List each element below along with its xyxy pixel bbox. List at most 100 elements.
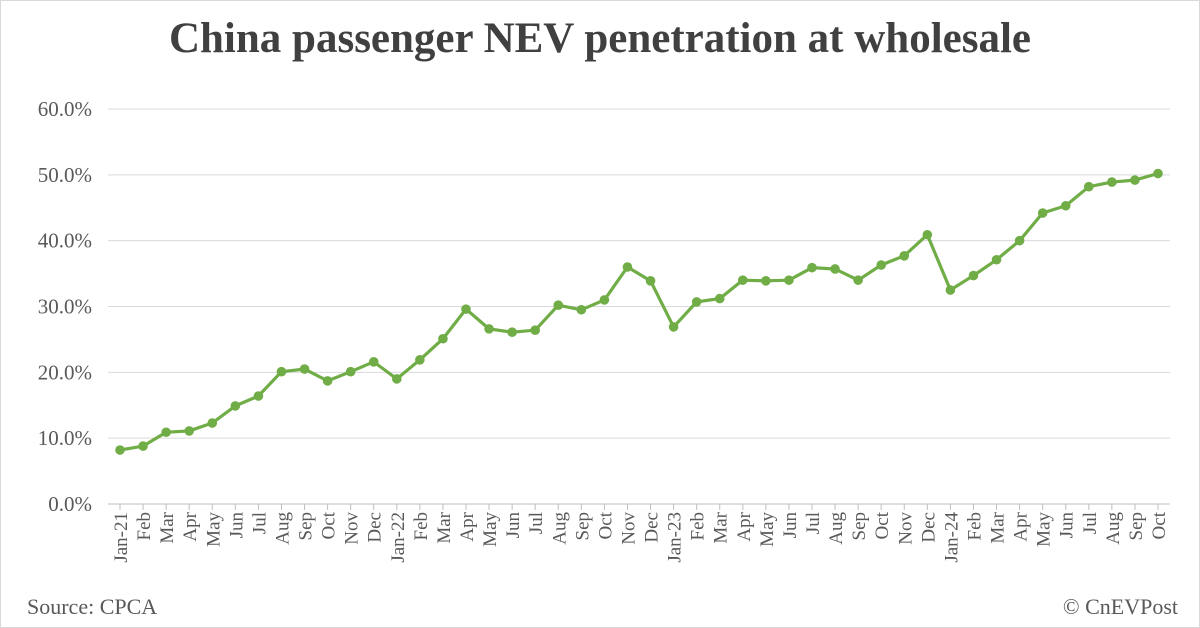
y-tick-label: 30.0% [38, 295, 92, 319]
data-point [853, 275, 863, 285]
x-tick-label: Mar [157, 511, 178, 543]
data-point [1060, 200, 1071, 211]
x-tick-label: Dec [642, 512, 663, 543]
data-point [1153, 168, 1163, 179]
y-tick-label: 20.0% [38, 360, 92, 384]
x-tick-label: Dec [918, 512, 939, 543]
data-point [714, 293, 725, 304]
data-point [392, 374, 402, 384]
source-note: Source: CPCA [27, 594, 158, 619]
data-point [230, 401, 241, 411]
y-tick-label: 10.0% [38, 426, 92, 450]
data-point [207, 418, 218, 428]
data-point [253, 391, 264, 401]
data-point [1107, 177, 1117, 187]
x-tick-label: Sep [1126, 512, 1147, 541]
x-tick-label: May [480, 512, 501, 547]
x-tick-label: Mar [434, 511, 455, 543]
x-tick-label: Mar [988, 511, 1009, 543]
data-point [530, 325, 540, 336]
data-point [138, 441, 148, 451]
x-tick-label: Jan-23 [665, 512, 686, 563]
data-point [1037, 208, 1048, 218]
series-line [119, 171, 1159, 452]
data-point [461, 304, 471, 314]
x-tick-label: Jun [226, 512, 247, 539]
x-tick-label: May [203, 512, 224, 547]
data-point [368, 357, 379, 367]
data-point [415, 355, 425, 365]
data-point [576, 304, 587, 315]
x-tick-label: Aug [549, 512, 570, 545]
x-tick-label: Mar [711, 511, 732, 543]
data-point [761, 276, 771, 286]
x-tick-label: Feb [411, 512, 432, 541]
x-tick-label: Apr [1011, 511, 1032, 541]
x-tick-label: Aug [272, 512, 293, 545]
data-point [438, 333, 448, 344]
x-tick-label: Apr [180, 511, 201, 541]
data-point [276, 366, 287, 377]
x-tick-label: Aug [826, 512, 847, 545]
data-point [968, 270, 979, 281]
x-tick-label: Dec [365, 512, 386, 543]
x-tick-label: Apr [457, 511, 478, 541]
data-point [622, 262, 633, 272]
data-point [115, 445, 125, 455]
data-point [161, 427, 171, 438]
data-point [345, 366, 356, 377]
x-tick-label: Feb [688, 512, 709, 541]
x-tick-label: Jun [503, 512, 524, 539]
data-point [645, 276, 656, 286]
x-tick-label: Jun [1057, 512, 1078, 539]
x-tick-label: Sep [296, 512, 317, 541]
data-point [899, 251, 910, 261]
data-point [691, 297, 702, 307]
y-tick-label: 60.0% [38, 97, 92, 121]
x-tick-label: May [1034, 512, 1055, 547]
x-tick-label: Feb [964, 512, 985, 541]
x-tick-label: Jul [526, 512, 547, 534]
x-tick-label: May [757, 512, 778, 547]
x-tick-label: Jan-24 [941, 512, 962, 563]
data-point [876, 260, 886, 270]
x-tick-label: Oct [1149, 511, 1170, 539]
data-point [991, 254, 1002, 265]
x-tick-label: Jan-22 [388, 512, 409, 563]
x-tick-label: Jan-21 [111, 512, 132, 563]
data-point [738, 275, 748, 285]
y-tick-label: 40.0% [38, 229, 92, 253]
data-point [184, 426, 194, 436]
copyright-note: © CnEVPost [1062, 594, 1178, 619]
x-tick-label: Oct [595, 511, 616, 539]
y-tick-label: 50.0% [38, 163, 92, 187]
x-tick-label: Oct [872, 511, 893, 539]
x-tick-label: Nov [342, 512, 363, 545]
data-point [830, 264, 840, 274]
x-tick-label: Jul [249, 512, 270, 534]
x-tick-label: Nov [895, 512, 916, 545]
x-tick-label: Apr [734, 511, 755, 541]
x-tick-label: Nov [618, 512, 639, 545]
data-point [945, 285, 956, 295]
x-tick-label: Sep [849, 512, 870, 541]
x-tick-label: Aug [1103, 512, 1124, 545]
data-point [599, 295, 610, 305]
x-tick-label: Jun [780, 512, 801, 539]
x-tick-label: Jul [803, 512, 824, 534]
x-tick-label: Jul [1080, 512, 1101, 534]
chart-title: China passenger NEV penetration at whole… [168, 15, 1032, 62]
data-point [1130, 175, 1140, 185]
data-point [484, 324, 494, 334]
data-point [322, 376, 333, 386]
data-point [784, 275, 794, 285]
data-point [1084, 181, 1094, 192]
data-point [553, 300, 564, 310]
data-point [1014, 235, 1025, 246]
x-tick-label: Oct [319, 511, 340, 539]
x-tick-label: Feb [134, 512, 155, 541]
x-tick-label: Sep [572, 512, 593, 541]
data-point [507, 327, 517, 337]
data-point [668, 322, 679, 332]
data-point [299, 364, 310, 374]
